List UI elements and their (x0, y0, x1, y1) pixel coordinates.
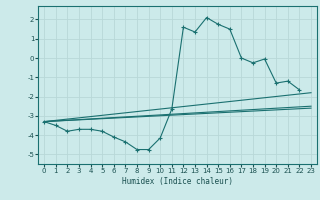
X-axis label: Humidex (Indice chaleur): Humidex (Indice chaleur) (122, 177, 233, 186)
